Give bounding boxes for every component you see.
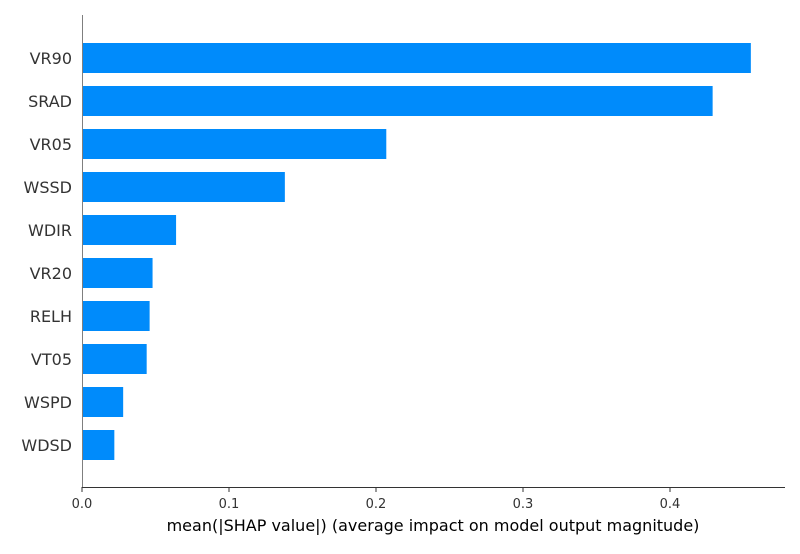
bar-wdir <box>82 215 177 245</box>
feature-label-srad: SRAD <box>28 92 72 111</box>
feature-label-vr05: VR05 <box>30 135 72 154</box>
bar-vr05 <box>82 129 387 159</box>
feature-label-wdir: WDIR <box>28 221 72 240</box>
bar-wdsd <box>82 430 115 460</box>
feature-label-relh: RELH <box>30 307 72 326</box>
bar-relh <box>82 301 150 331</box>
bar-srad <box>82 86 713 116</box>
x-ticks-layer: 0.0 0.1 0.2 0.3 0.4 <box>72 487 681 512</box>
bar-vr20 <box>82 258 153 288</box>
feature-label-vr20: VR20 <box>30 264 72 283</box>
feature-label-wssd: WSSD <box>24 178 72 197</box>
bars-layer <box>82 43 751 460</box>
x-tick-label-1: 0.1 <box>219 497 240 512</box>
x-axis-title: mean(|SHAP value|) (average impact on mo… <box>167 516 700 535</box>
feature-label-vt05: VT05 <box>31 350 72 369</box>
x-tick-label-0: 0.0 <box>72 497 93 512</box>
feature-labels-layer: VR90 SRAD VR05 WSSD WDIR VR20 RELH VT05 WSPD WDSD <box>21 49 72 455</box>
x-tick-label-2: 0.2 <box>366 497 387 512</box>
bar-wspd <box>82 387 124 417</box>
x-tick-label-3: 0.3 <box>513 497 534 512</box>
x-tick-label-4: 0.4 <box>660 497 681 512</box>
bar-vr90 <box>82 43 751 73</box>
bar-vt05 <box>82 344 147 374</box>
feature-label-wspd: WSPD <box>24 393 72 412</box>
bar-wssd <box>82 172 285 202</box>
feature-label-vr90: VR90 <box>30 49 72 68</box>
feature-label-wdsd: WDSD <box>21 436 72 455</box>
